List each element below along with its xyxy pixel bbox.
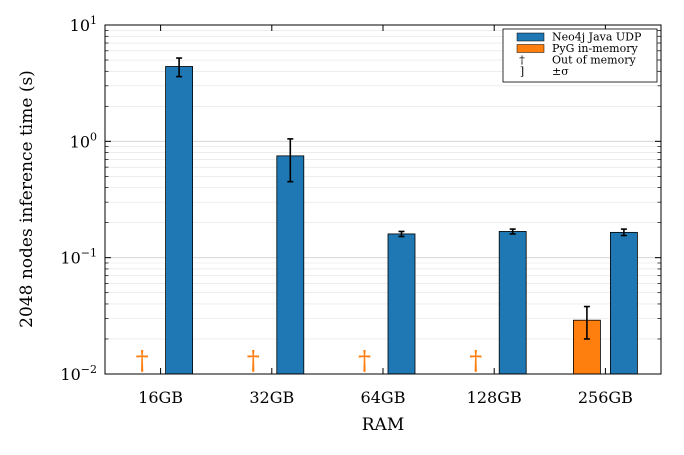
bar: [387, 233, 416, 375]
out-of-memory-marker: †: [247, 346, 260, 376]
legend-symbol: †: [519, 54, 525, 67]
x-tick-label: 32GB: [249, 388, 294, 407]
y-tick-label: 100: [70, 130, 97, 151]
bar: [498, 231, 527, 375]
legend-swatch: [516, 44, 545, 53]
legend-swatch: [516, 32, 545, 42]
legend-label: ±σ: [552, 65, 569, 78]
legend-label: PyG in-memory: [552, 42, 638, 55]
tick-label-layer: 10−2 10−1 100 101 16GB 32GB 64GB 128GB 256GB: [60, 14, 633, 407]
bar-layer: [165, 66, 638, 375]
bar: [276, 155, 305, 375]
y-tick-label: 10−2: [60, 363, 97, 384]
x-tick-label: 256GB: [578, 388, 633, 407]
out-of-memory-marker: †: [358, 346, 371, 376]
bar: [165, 66, 194, 375]
y-tick-label: 101: [70, 14, 97, 35]
y-axis-title: 2048 nodes inference time (s): [17, 70, 37, 328]
error-bar-layer: [176, 57, 627, 340]
legend-label: Neo4j Java UDP: [552, 31, 642, 44]
out-of-memory-marker-layer: † † † †: [136, 346, 483, 376]
tick-layer: [105, 25, 661, 375]
legend-symbol: ]: [520, 65, 524, 78]
bar: [610, 231, 638, 375]
y-tick-label: 10−1: [60, 247, 97, 268]
x-tick-label: 128GB: [467, 388, 522, 407]
out-of-memory-marker: †: [136, 346, 149, 376]
x-tick-label: 16GB: [138, 388, 183, 407]
x-axis-title: RAM: [362, 415, 404, 435]
out-of-memory-marker: †: [469, 346, 482, 376]
x-tick-label: 64GB: [361, 388, 406, 407]
legend-label: Out of memory: [552, 54, 636, 67]
